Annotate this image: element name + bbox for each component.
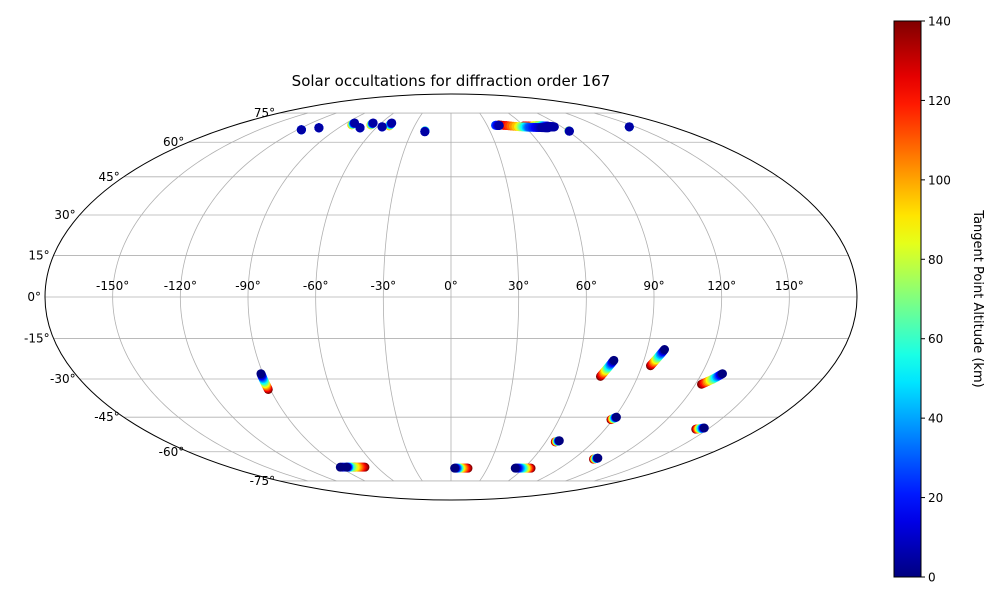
mollweide-map xyxy=(44,93,858,501)
data-points xyxy=(256,118,727,473)
data-point xyxy=(314,123,324,133)
colorbar-tick-label: 20 xyxy=(928,491,943,505)
lon-gridline xyxy=(179,112,337,482)
lat-tick-label: -60° xyxy=(159,445,185,459)
colorbar-tick-label: 100 xyxy=(928,173,951,187)
lon-tick-label: -60° xyxy=(303,279,329,293)
lon-tick-label: 120° xyxy=(707,279,736,293)
lat-tick-label: -15° xyxy=(24,332,50,346)
lon-tick-label: 150° xyxy=(775,279,804,293)
lon-gridline xyxy=(382,112,423,482)
lon-tick-label: 30° xyxy=(508,279,529,293)
data-point xyxy=(624,122,634,132)
data-point xyxy=(699,423,709,433)
data-point xyxy=(510,463,520,473)
data-point xyxy=(564,126,574,136)
data-point xyxy=(593,453,603,463)
colorbar-tick-label: 140 xyxy=(928,15,951,29)
data-point xyxy=(547,122,557,132)
lon-gridline xyxy=(536,112,655,482)
data-point xyxy=(609,355,619,365)
lat-tick-label: -45° xyxy=(94,410,120,424)
data-point xyxy=(420,127,430,137)
map-boundary xyxy=(44,93,858,501)
lat-tick-label: 30° xyxy=(54,208,75,222)
data-point xyxy=(335,462,345,472)
data-point xyxy=(611,412,621,422)
lat-tick-label: 75° xyxy=(254,106,275,120)
lat-tick-label: 45° xyxy=(99,170,120,184)
colorbar-tick-label: 60 xyxy=(928,332,943,346)
lon-gridline xyxy=(112,112,308,482)
data-point xyxy=(660,345,670,354)
lon-tick-label: -150° xyxy=(96,279,129,293)
data-point xyxy=(341,462,351,472)
data-point xyxy=(717,369,727,379)
lon-gridline xyxy=(565,112,723,482)
chart-title: Solar occultations for diffraction order… xyxy=(292,72,611,90)
data-point xyxy=(494,120,504,130)
lon-gridline xyxy=(315,112,394,482)
lon-tick-label: -30° xyxy=(371,279,397,293)
data-point xyxy=(355,123,365,133)
colorbar-tick-label: 0 xyxy=(928,571,936,585)
data-point xyxy=(450,463,460,473)
data-point xyxy=(554,436,564,446)
colorbar-tick-label: 80 xyxy=(928,253,943,267)
data-point xyxy=(296,125,306,135)
data-point xyxy=(368,118,378,128)
lat-tick-label: -75° xyxy=(250,474,276,488)
colorbar-label: Tangent Point Altitude (km) xyxy=(970,209,985,387)
lat-tick-label: 0° xyxy=(27,290,41,304)
lat-tick-label: 15° xyxy=(28,248,49,262)
lat-tick-label: 60° xyxy=(163,135,184,149)
colorbar-tick-label: 120 xyxy=(928,94,951,108)
lon-tick-label: 0° xyxy=(444,279,458,293)
lat-tick-label: -30° xyxy=(50,372,76,386)
data-point xyxy=(387,118,397,128)
colorbar-tick-label: 40 xyxy=(928,412,943,426)
lon-gridline xyxy=(247,112,366,482)
lon-gridline xyxy=(508,112,587,482)
colorbar: 0 20 40 60 80 100 120 140 Tangent Point Altitude… xyxy=(893,15,985,585)
graticule xyxy=(45,112,857,482)
lon-tick-label: -120° xyxy=(164,279,197,293)
lon-tick-label: 90° xyxy=(643,279,664,293)
axis-tick-labels: -150° -120° -90° -60° -30° 0° 30° 60° 90° 120° 150… xyxy=(24,106,804,488)
data-point xyxy=(377,122,387,132)
lon-tick-label: -90° xyxy=(235,279,261,293)
colorbar-gradient xyxy=(893,20,922,578)
data-point xyxy=(256,369,266,379)
lon-gridline xyxy=(479,112,520,482)
lon-tick-label: 60° xyxy=(576,279,597,293)
